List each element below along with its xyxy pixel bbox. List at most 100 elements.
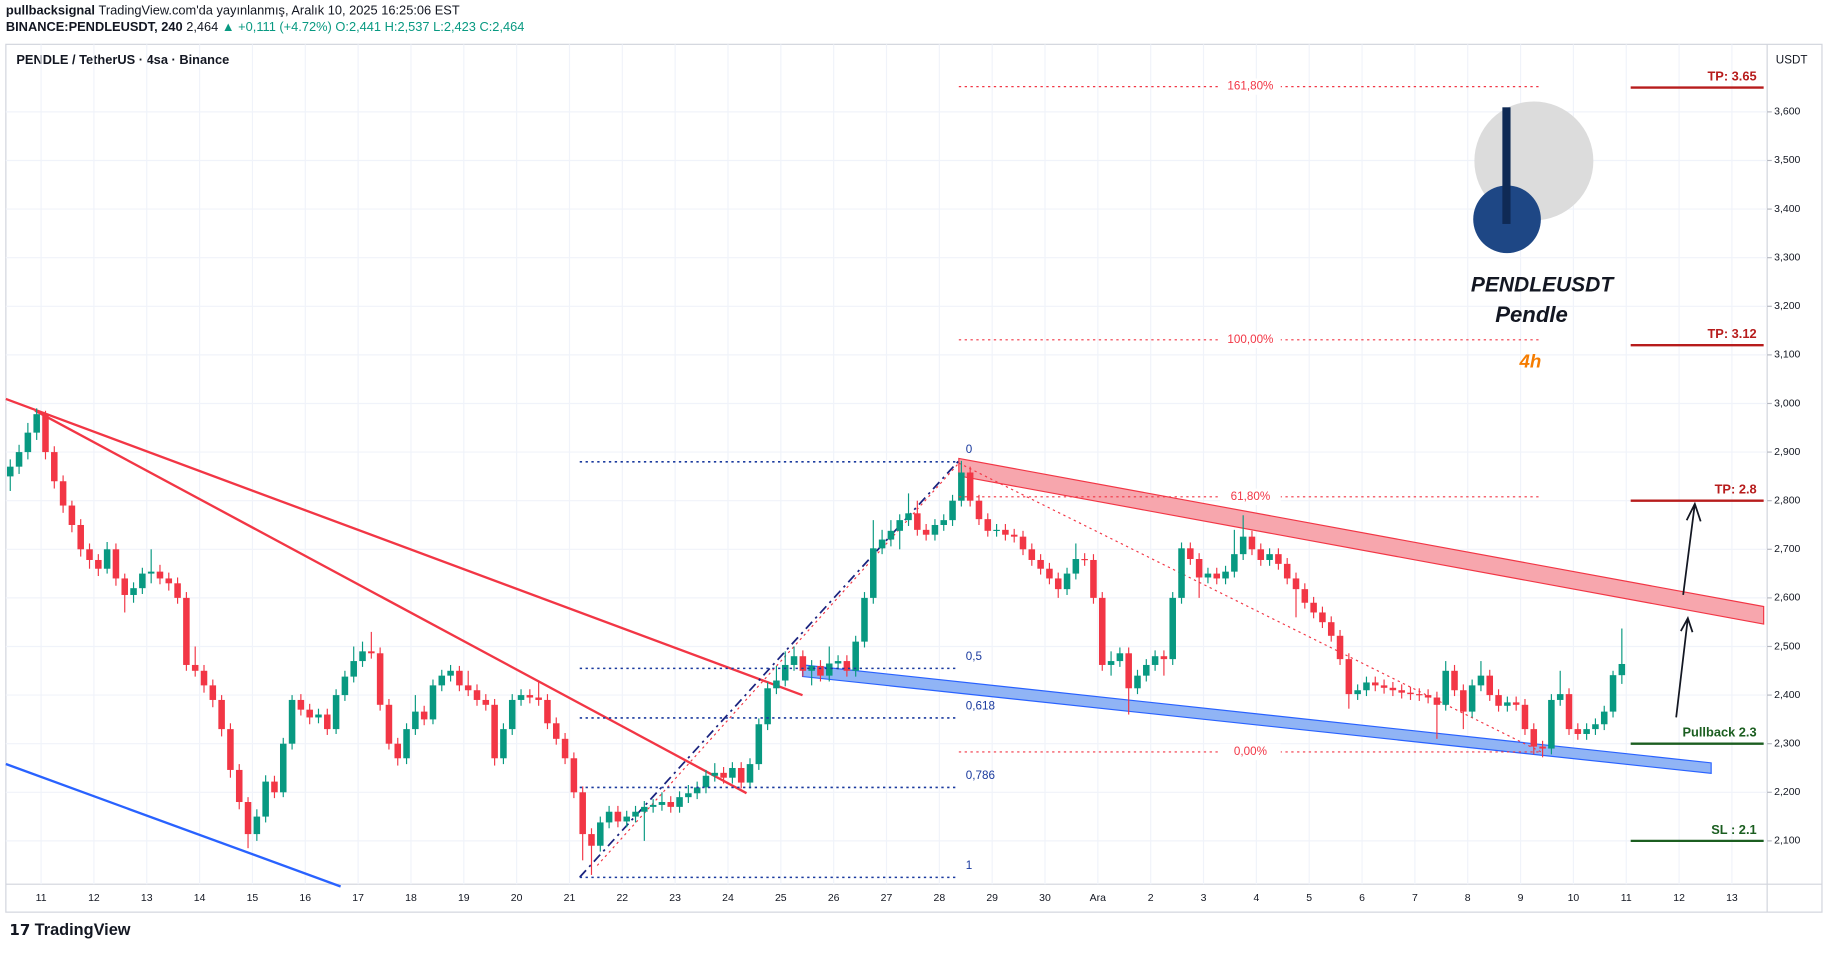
candle-body — [403, 729, 410, 759]
ohlc: O:2,441 H:2,537 L:2,423 C:2,464 — [335, 19, 524, 34]
chart-frame — [5, 43, 1823, 913]
candle-body — [139, 573, 146, 589]
candle-body — [517, 695, 525, 700]
candle-body — [68, 505, 76, 525]
candle-body — [799, 656, 807, 671]
candle-body — [341, 676, 349, 696]
fib-label: 161,80% — [1227, 80, 1273, 93]
candle-body — [958, 472, 965, 501]
y-tick-label: 2,300 — [1774, 738, 1800, 749]
x-tick-label: 29 — [986, 893, 998, 904]
candle-body — [1310, 602, 1317, 613]
x-tick-label: 9 — [1518, 893, 1524, 904]
fib-label: 0,786 — [966, 769, 995, 782]
fib-label-bg — [1220, 331, 1281, 348]
candle-body — [1222, 571, 1229, 579]
arrow — [1675, 616, 1694, 718]
fib-trend — [958, 462, 1543, 753]
x-tick-label: 15 — [247, 893, 259, 904]
y-tick-label: 2,400 — [1774, 690, 1800, 701]
candle-body — [1521, 704, 1529, 730]
candle-body — [376, 653, 384, 705]
candle-body — [1574, 729, 1582, 734]
candle-body — [368, 651, 375, 654]
candle-body — [1239, 536, 1247, 555]
x-tick-label: 6 — [1359, 893, 1365, 904]
candle-body — [1530, 729, 1538, 747]
y-tick-label: 3,100 — [1774, 350, 1800, 361]
trend-line — [34, 409, 748, 795]
candle-body — [1231, 554, 1238, 572]
candle-body — [103, 549, 111, 569]
y-tick-label: 3,200 — [1774, 301, 1800, 312]
y-tick-label: 3,500 — [1774, 155, 1800, 166]
candle-body — [1213, 573, 1221, 579]
candle-body — [438, 675, 446, 686]
candle-body — [253, 816, 261, 835]
candle-body — [781, 664, 789, 681]
candle-body — [949, 500, 956, 521]
y-tick-label: 2,200 — [1774, 787, 1800, 798]
candle-body — [1556, 694, 1564, 700]
fib-label: 0,5 — [966, 650, 982, 663]
x-tick-label: 17 — [352, 893, 364, 904]
candle-body — [508, 699, 516, 730]
candle-body — [843, 661, 851, 671]
candle-body — [526, 695, 534, 698]
candle-body — [332, 695, 340, 730]
x-tick-label: 8 — [1465, 893, 1471, 904]
candle-body — [870, 548, 877, 598]
candle-body — [1037, 559, 1044, 569]
publisher: pullbacksignal — [6, 3, 95, 18]
candle-body — [86, 549, 93, 560]
fib-label-bg — [1220, 488, 1281, 505]
candle-body — [667, 802, 675, 807]
candle-body — [817, 665, 824, 676]
candle-body — [1319, 612, 1326, 623]
candle-body — [1266, 554, 1273, 560]
candle-body — [632, 811, 639, 817]
x-tick-label: 12 — [88, 893, 100, 904]
target-label: Pullback 2.3 — [1682, 725, 1756, 740]
candle-body — [288, 699, 296, 744]
y-tick-label: 3,300 — [1774, 252, 1800, 263]
candle-body — [641, 806, 648, 812]
candle-body — [1433, 697, 1441, 705]
price-change: ▲ +0,111 (+4.72%) — [222, 19, 332, 34]
candle-body — [1451, 670, 1458, 691]
candle-body — [737, 767, 745, 783]
header-line: pullbacksignal TradingView.com'da yayınl… — [6, 3, 460, 18]
candle-body — [1204, 573, 1212, 578]
candle-body — [59, 481, 67, 506]
candle-body — [324, 714, 331, 730]
x-tick-label: 7 — [1412, 893, 1418, 904]
x-tick-label: 14 — [194, 893, 206, 904]
candle-body — [1028, 549, 1036, 560]
candle-body — [1107, 661, 1115, 665]
arrow — [1682, 501, 1702, 595]
x-tick-label: 16 — [299, 893, 311, 904]
candle-body — [1539, 746, 1546, 749]
candle-body — [359, 651, 366, 662]
candle-body — [1380, 685, 1388, 688]
candle-body — [1460, 690, 1467, 712]
candle-body — [33, 414, 40, 433]
drawings — [5, 397, 1765, 888]
candle-body — [271, 781, 278, 793]
candle-body — [165, 578, 173, 584]
candle-body — [500, 729, 507, 759]
candle-body — [429, 685, 437, 720]
candle-body — [1354, 690, 1361, 695]
candle-body — [1442, 670, 1449, 705]
x-tick-label: 28 — [934, 893, 946, 904]
candle-body — [790, 656, 798, 665]
candle-body — [1019, 536, 1027, 550]
fib-label: 0,618 — [966, 699, 995, 712]
candle-body — [130, 588, 137, 595]
candle-body — [1398, 690, 1405, 693]
x-tick-label: 4 — [1253, 893, 1259, 904]
logo-timeframe: 4h — [1518, 351, 1541, 372]
fib-label-bg — [1220, 78, 1281, 95]
candle-body — [235, 769, 243, 803]
candle-body — [1143, 664, 1150, 676]
